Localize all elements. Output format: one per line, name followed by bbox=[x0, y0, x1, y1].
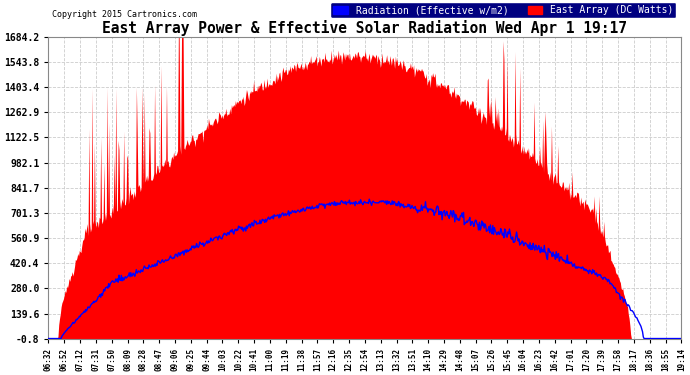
Legend: Radiation (Effective w/m2), East Array (DC Watts): Radiation (Effective w/m2), East Array (… bbox=[331, 3, 676, 18]
Text: Copyright 2015 Cartronics.com: Copyright 2015 Cartronics.com bbox=[52, 10, 197, 19]
Title: East Array Power & Effective Solar Radiation Wed Apr 1 19:17: East Array Power & Effective Solar Radia… bbox=[102, 20, 627, 36]
